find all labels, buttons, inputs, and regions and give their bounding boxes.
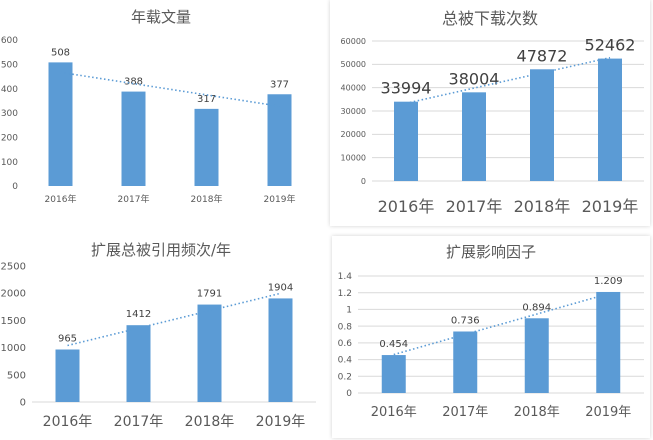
x-tick-label: 2017年 xyxy=(118,193,150,205)
y-tick-label: 500 xyxy=(7,370,26,381)
x-tick-label: 2017年 xyxy=(442,405,488,420)
y-tick-label: 0 xyxy=(20,398,26,409)
chart-svg: 0 0.2 0.4 0.6 0.8 1 1.2 1.4 0.454 2016年 0.736 2017年… xyxy=(338,272,644,420)
y-tick-label: 1000 xyxy=(1,343,26,354)
x-tick-label: 2017年 xyxy=(446,197,503,216)
x-tick-label: 2019年 xyxy=(582,197,639,216)
y-tick-label: 0.4 xyxy=(338,356,353,366)
trendline xyxy=(67,292,281,347)
y-tick-label: 0.6 xyxy=(338,339,353,349)
x-tick-label: 2019年 xyxy=(264,193,296,205)
data-label: 47872 xyxy=(517,46,568,65)
y-tick-label: 30000 xyxy=(341,107,366,116)
trendline xyxy=(405,56,611,105)
data-label: 52462 xyxy=(585,36,636,55)
y-tick-label: 40000 xyxy=(341,83,366,92)
x-tick-label: 2016年 xyxy=(43,414,93,430)
data-label: 377 xyxy=(270,79,289,90)
bar xyxy=(598,58,622,181)
y-tick-label: 0 xyxy=(346,389,352,399)
bar xyxy=(524,318,549,393)
bar xyxy=(381,355,406,393)
bar xyxy=(453,331,478,393)
data-label: 965 xyxy=(58,334,77,345)
data-label: 1904 xyxy=(268,282,293,293)
chart-svg: 0 100 200 300 400 500 600 508 2016年 388 2017年 317 20… xyxy=(1,36,296,205)
y-tick-label: 1.2 xyxy=(338,289,352,299)
y-tick-label: 60000 xyxy=(341,37,366,46)
x-tick-label: 2019年 xyxy=(256,414,306,430)
x-tick-label: 2018年 xyxy=(514,405,560,420)
bar xyxy=(126,325,151,402)
bar xyxy=(268,298,293,402)
chart-panel-total-downloads: 总被下载次数 0 10000 20000 30000 40000 50000 60000 33… xyxy=(330,0,650,226)
bar xyxy=(462,92,486,181)
data-label: 1791 xyxy=(197,289,222,300)
y-tick-label: 300 xyxy=(1,109,18,119)
data-label: 0.894 xyxy=(522,302,551,313)
chart-title: 年载文量 xyxy=(130,8,191,26)
x-tick-label: 2018年 xyxy=(185,414,235,430)
y-tick-label: 600 xyxy=(1,36,18,46)
data-label: 388 xyxy=(124,77,143,88)
data-label: 38004 xyxy=(449,69,500,88)
y-tick-label: 500 xyxy=(1,60,18,70)
x-tick-label: 2016年 xyxy=(45,193,77,205)
y-tick-label: 0 xyxy=(361,177,366,186)
x-tick-label: 2018年 xyxy=(191,193,223,205)
y-tick-label: 0 xyxy=(12,182,18,192)
trendline xyxy=(60,71,280,108)
chart-title: 扩展总被引用频次/年 xyxy=(90,241,232,259)
y-tick-label: 20000 xyxy=(341,130,366,139)
y-tick-label: 10000 xyxy=(341,153,366,162)
chart-panel-annual-articles: 年载文量 0 100 200 300 400 500 600 508 2016年 388 2017年… xyxy=(0,0,322,212)
x-tick-label: 2018年 xyxy=(514,197,571,216)
chart-title: 扩展影响因子 xyxy=(445,243,536,261)
chart-panel-total-citations: 扩展总被引用频次/年 0 500 1000 1500 2000 2500 965 2016年 1… xyxy=(0,230,322,438)
y-tick-label: 1 xyxy=(346,306,352,316)
chart-title: 总被下载次数 xyxy=(441,9,538,28)
bar xyxy=(267,94,292,186)
trendline xyxy=(393,293,609,356)
bar xyxy=(194,108,219,186)
y-tick-label: 1.4 xyxy=(338,272,353,282)
y-tick-label: 100 xyxy=(1,158,18,168)
data-label: 508 xyxy=(51,47,70,58)
data-label: 33994 xyxy=(381,79,432,98)
data-label: 317 xyxy=(197,94,216,105)
data-label: 0.454 xyxy=(379,339,408,350)
y-tick-label: 400 xyxy=(1,85,18,95)
data-label: 0.736 xyxy=(451,315,480,326)
y-tick-label: 2500 xyxy=(1,262,26,273)
y-tick-label: 2000 xyxy=(1,289,26,300)
y-tick-label: 50000 xyxy=(341,60,366,69)
y-tick-label: 0.8 xyxy=(338,322,353,332)
x-tick-label: 2017年 xyxy=(114,414,164,430)
chart-svg: 0 500 1000 1500 2000 2500 965 2016年 1412 2017年 179… xyxy=(1,262,316,430)
bar xyxy=(530,69,554,181)
y-tick-label: 0.2 xyxy=(338,372,352,382)
x-tick-label: 2019年 xyxy=(585,405,631,420)
y-tick-label: 200 xyxy=(1,133,18,143)
x-tick-label: 2016年 xyxy=(371,405,417,420)
bar xyxy=(596,291,621,393)
bar xyxy=(394,101,418,181)
chart-panel-impact-factor: 扩展影响因子 0 0.2 0.4 0.6 0.8 1 1.2 1.4 0.454 2016年 0.7… xyxy=(332,236,650,438)
data-label: 1.209 xyxy=(594,276,623,287)
bar xyxy=(121,91,146,186)
chart-svg: 0 10000 20000 30000 40000 50000 60000 33994 2016… xyxy=(341,36,644,216)
y-tick-label: 1500 xyxy=(1,316,26,327)
bar xyxy=(197,304,222,402)
data-label: 1412 xyxy=(126,309,151,320)
bar xyxy=(55,349,80,402)
x-tick-label: 2016年 xyxy=(378,197,435,216)
bar xyxy=(48,62,73,186)
